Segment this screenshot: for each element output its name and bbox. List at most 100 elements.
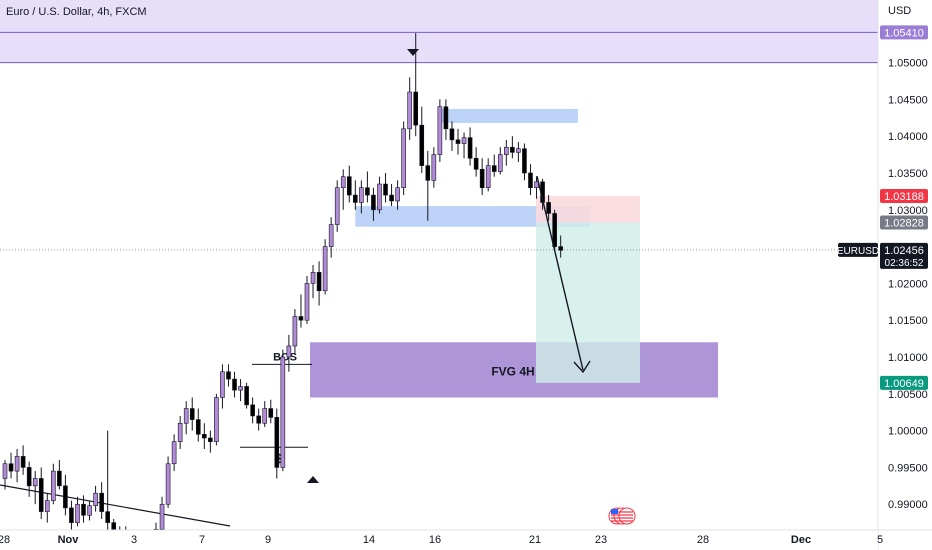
x-tick-label: Nov xyxy=(58,534,80,546)
candle xyxy=(256,415,261,424)
candle xyxy=(51,470,56,501)
candle xyxy=(510,146,515,153)
candle xyxy=(298,316,304,321)
y-tick-label: 1.01000 xyxy=(888,352,928,364)
liquidity-dollar-label: $ xyxy=(275,451,283,466)
us-flag-canton xyxy=(611,509,618,514)
candle xyxy=(528,172,533,189)
candle xyxy=(334,187,340,225)
y-tick-label: 1.04500 xyxy=(888,94,928,106)
candle xyxy=(407,91,412,130)
candle xyxy=(75,503,80,523)
resistance-zone xyxy=(0,0,878,63)
y-tick-label: 1.03500 xyxy=(888,168,928,180)
stop-loss-zone xyxy=(536,195,640,223)
candle xyxy=(208,437,213,442)
candle xyxy=(516,148,521,153)
price-axis[interactable] xyxy=(878,0,932,550)
candle xyxy=(232,378,237,391)
candle xyxy=(552,213,557,247)
candle xyxy=(461,137,467,144)
fvg-4h-zone xyxy=(310,342,718,398)
x-tick-label: 7 xyxy=(199,534,205,546)
y-tick-label: 1.03000 xyxy=(888,205,928,217)
countdown-label: 02:36:52 xyxy=(885,258,924,269)
candle xyxy=(389,194,394,202)
candle xyxy=(395,187,400,202)
projection-arrow xyxy=(536,175,584,371)
x-tick-label: 5 xyxy=(877,534,883,546)
x-tick-label: Dec xyxy=(791,534,811,546)
candle xyxy=(26,467,32,487)
y-tick-label: 0.99500 xyxy=(888,462,928,474)
currency-label: USD xyxy=(888,5,911,17)
stop-loss-price-badge: 1.03188 xyxy=(884,191,924,203)
candle xyxy=(455,139,461,144)
x-tick-label: 28 xyxy=(0,534,10,546)
x-tick-label: 14 xyxy=(363,534,375,546)
candle xyxy=(202,434,207,439)
candle xyxy=(220,371,225,398)
candle xyxy=(497,154,503,172)
candle xyxy=(340,176,346,189)
trendline xyxy=(0,484,231,527)
candle xyxy=(425,165,431,181)
candle xyxy=(365,187,370,196)
y-tick-label: 0.99000 xyxy=(888,499,928,511)
swing-high-marker xyxy=(407,49,419,56)
candle xyxy=(195,419,201,435)
x-tick-label: 3 xyxy=(131,534,137,546)
stop-loss-price-badge-bg xyxy=(880,188,928,203)
candle xyxy=(69,507,74,523)
x-tick-label: 9 xyxy=(265,534,271,546)
symbol-legend: Euro / U.S. Dollar, 4h, FXCM xyxy=(6,6,147,18)
candle xyxy=(226,371,231,380)
candle xyxy=(81,503,86,516)
symbol-tag: EURUSD xyxy=(837,246,879,257)
candle xyxy=(322,246,328,292)
candle xyxy=(437,106,443,155)
candle xyxy=(165,463,171,505)
candle xyxy=(346,176,352,196)
candle xyxy=(189,408,195,420)
last-price-badge: 1.02456 xyxy=(884,245,924,257)
candle xyxy=(292,316,298,347)
entry-price-badge: 1.02828 xyxy=(884,217,924,229)
candle xyxy=(262,408,268,424)
candle xyxy=(401,128,406,189)
candle xyxy=(20,456,26,468)
fvg-label: FVG 4H xyxy=(491,365,534,379)
candle xyxy=(214,397,219,442)
candle xyxy=(316,272,322,292)
candle xyxy=(467,137,473,159)
candle xyxy=(268,408,274,418)
candle xyxy=(558,246,563,251)
candle xyxy=(57,470,62,487)
candle xyxy=(2,463,8,479)
y-tick-label: 1.02000 xyxy=(888,278,928,290)
candle xyxy=(183,408,189,424)
time-axis[interactable] xyxy=(0,530,878,550)
candle xyxy=(449,128,455,141)
candle xyxy=(38,478,44,512)
x-tick-label: 28 xyxy=(697,534,709,546)
candle xyxy=(353,194,358,203)
candle xyxy=(286,345,292,358)
candle xyxy=(105,511,110,523)
candle xyxy=(99,492,104,512)
y-tick-label: 1.00500 xyxy=(888,389,928,401)
candle xyxy=(443,106,449,130)
candle xyxy=(359,187,364,203)
candle xyxy=(250,404,255,417)
candle xyxy=(377,183,382,211)
candle xyxy=(479,169,485,189)
candle xyxy=(413,91,419,126)
candle xyxy=(274,417,280,468)
candle xyxy=(44,500,50,512)
candle xyxy=(280,356,286,468)
y-tick-label: 1.00000 xyxy=(888,426,928,438)
candle xyxy=(431,154,437,181)
y-tick-label: 1.04000 xyxy=(888,131,928,143)
